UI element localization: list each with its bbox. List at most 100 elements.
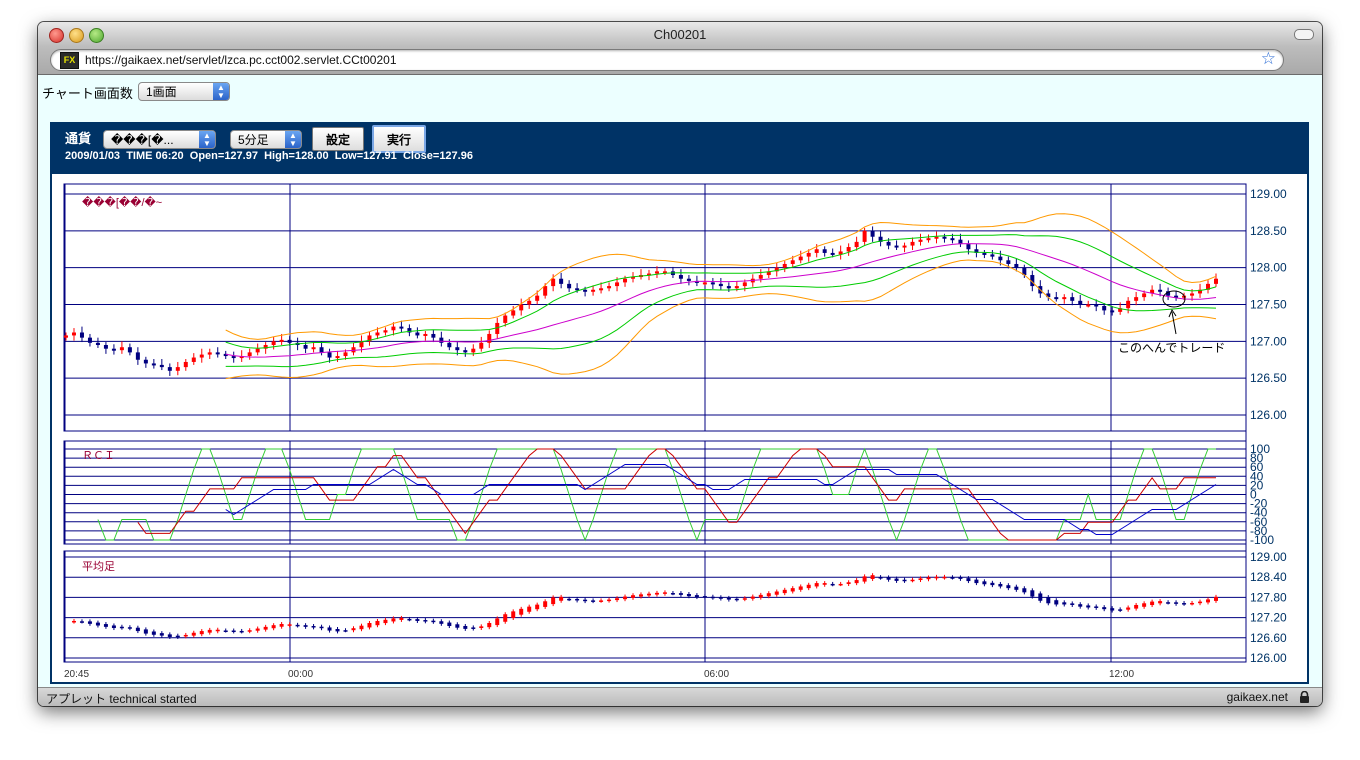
chart-count-select[interactable]: 1画面 ▲ ▼ <box>138 82 230 101</box>
address-bar: FX https://gaikaex.net/servlet/lzca.pc.c… <box>38 46 1322 75</box>
ha-body <box>631 595 636 598</box>
candle-body <box>1046 293 1051 298</box>
candle-body <box>95 342 100 346</box>
url-field[interactable]: FX https://gaikaex.net/servlet/lzca.pc.c… <box>50 49 1284 71</box>
ha-body <box>407 618 412 621</box>
title-bar[interactable]: Ch00201 <box>38 22 1322 46</box>
settings-button[interactable]: 設定 <box>312 127 364 151</box>
toolbar-toggle-button[interactable] <box>1294 29 1314 40</box>
ha-body <box>535 604 540 610</box>
candle-body <box>439 337 444 343</box>
ha-body <box>1182 603 1187 605</box>
ha-body <box>982 581 987 585</box>
candle-body <box>527 300 532 305</box>
candle-body <box>367 335 372 342</box>
ha-body <box>1094 606 1099 608</box>
candle-body <box>1102 305 1107 311</box>
ha-body <box>455 624 460 628</box>
candle-body <box>862 230 867 242</box>
y-tick-label: 126.50 <box>1250 371 1287 385</box>
ha-body <box>559 596 564 601</box>
close-window-button[interactable] <box>49 28 64 43</box>
ha-body <box>591 600 596 602</box>
ha-body <box>1054 600 1059 605</box>
ha-body <box>215 629 220 632</box>
ha-body <box>1014 586 1019 590</box>
panel-frame <box>63 440 1247 545</box>
candle-body <box>1078 300 1083 305</box>
candle-body <box>463 350 468 353</box>
candle-body <box>199 354 204 358</box>
chart-svg[interactable]: 129.00 128.50 128.00 127.50 127.00 126.50 126.… <box>52 174 1307 682</box>
ha-body <box>87 621 92 624</box>
ha-body <box>167 634 172 637</box>
candle-body <box>1190 293 1195 296</box>
ha-body <box>1046 597 1051 604</box>
candle-body <box>894 245 899 248</box>
site-fx-icon: FX <box>60 52 79 69</box>
info-close: Close=127.96 <box>402 150 473 162</box>
ha-body <box>199 631 204 635</box>
ha-body <box>926 577 931 580</box>
candle-body <box>359 341 364 348</box>
ha-body <box>319 626 324 629</box>
ha-body <box>175 635 180 638</box>
minimize-window-button[interactable] <box>69 28 84 43</box>
ha-body <box>487 622 492 628</box>
zoom-window-button[interactable] <box>89 28 104 43</box>
bookmark-star-icon[interactable]: ☆ <box>1260 49 1276 68</box>
ha-body <box>351 628 356 631</box>
candle-body <box>415 332 420 336</box>
timeframe-select[interactable]: 5分足 ▲ ▼ <box>230 130 302 149</box>
annotation-circle <box>1162 290 1186 308</box>
ha-body <box>670 593 675 595</box>
ha-body <box>1190 602 1195 605</box>
candle-body <box>774 267 779 272</box>
candle-body <box>64 335 68 338</box>
ha-body <box>111 625 116 629</box>
ha-body <box>662 592 667 594</box>
ha-body <box>1038 593 1043 601</box>
chart-panel: 通貨 ���[�... ▲ ▼ 5分足 ▲ ▼ 設定 実行 2009/01/03 T… <box>50 122 1309 684</box>
candle-body <box>654 271 659 274</box>
y-tick-label: -40 <box>1250 506 1268 520</box>
y-tick-label: 127.00 <box>1250 334 1287 348</box>
url-text[interactable]: https://gaikaex.net/servlet/lzca.pc.cct0… <box>85 53 397 67</box>
ha-body <box>766 593 771 597</box>
ha-body <box>519 608 524 615</box>
candle-body <box>1150 289 1155 294</box>
ha-body <box>894 578 899 581</box>
ha-body <box>367 622 372 628</box>
ha-body <box>950 577 955 579</box>
ha-body <box>942 576 947 579</box>
ha-body <box>958 577 963 579</box>
ha-body <box>998 583 1003 587</box>
candle-body <box>694 280 699 283</box>
ha-body <box>79 621 84 623</box>
candle-body <box>1014 263 1019 268</box>
candle-body <box>551 278 556 287</box>
select-arrows-icon: ▲ ▼ <box>199 131 215 148</box>
run-button[interactable]: 実行 <box>372 125 426 153</box>
candle-body <box>974 249 979 253</box>
ha-body <box>495 618 500 626</box>
currency-select[interactable]: ���[�... ▲ ▼ <box>103 130 216 149</box>
select-arrows-icon: ▲ ▼ <box>213 83 229 100</box>
ha-body <box>742 598 747 600</box>
annotation-text: このへんでトレード <box>1118 341 1225 355</box>
ha-body <box>1110 608 1115 611</box>
ha-body <box>471 627 476 629</box>
ha-body <box>231 630 236 633</box>
chart-area[interactable]: 129.00 128.50 128.00 127.50 127.00 126.50 126.… <box>52 174 1307 682</box>
candle-body <box>239 356 244 359</box>
candle-body <box>990 254 995 257</box>
candle-body <box>758 275 763 279</box>
lower-band-1 <box>225 251 1217 368</box>
candle-body <box>511 310 516 316</box>
window-title: Ch00201 <box>653 27 707 42</box>
ha-body <box>391 618 396 622</box>
candle-body <box>519 304 524 311</box>
ha-body <box>734 598 739 601</box>
candle-body <box>678 275 683 279</box>
y-tick-label: -60 <box>1250 515 1268 529</box>
